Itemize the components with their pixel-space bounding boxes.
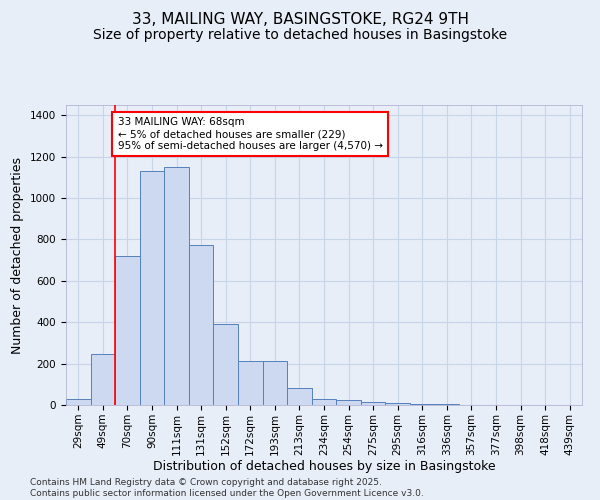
Bar: [287, 388, 312, 405]
Text: 33 MAILING WAY: 68sqm
← 5% of detached houses are smaller (229)
95% of semi-deta: 33 MAILING WAY: 68sqm ← 5% of detached h…: [118, 118, 383, 150]
Y-axis label: Number of detached properties: Number of detached properties: [11, 156, 25, 354]
Bar: [91, 354, 115, 405]
Bar: [361, 402, 385, 405]
Text: Size of property relative to detached houses in Basingstoke: Size of property relative to detached ho…: [93, 28, 507, 42]
Bar: [140, 171, 164, 405]
Text: Contains HM Land Registry data © Crown copyright and database right 2025.
Contai: Contains HM Land Registry data © Crown c…: [30, 478, 424, 498]
Bar: [214, 324, 238, 405]
Bar: [410, 404, 434, 405]
Bar: [312, 399, 336, 405]
Bar: [164, 167, 189, 405]
Bar: [66, 399, 91, 405]
X-axis label: Distribution of detached houses by size in Basingstoke: Distribution of detached houses by size …: [152, 460, 496, 473]
Bar: [434, 404, 459, 405]
Text: 33, MAILING WAY, BASINGSTOKE, RG24 9TH: 33, MAILING WAY, BASINGSTOKE, RG24 9TH: [131, 12, 469, 28]
Bar: [385, 403, 410, 405]
Bar: [238, 360, 263, 405]
Bar: [189, 244, 214, 405]
Bar: [263, 360, 287, 405]
Bar: [336, 400, 361, 405]
Bar: [115, 256, 140, 405]
